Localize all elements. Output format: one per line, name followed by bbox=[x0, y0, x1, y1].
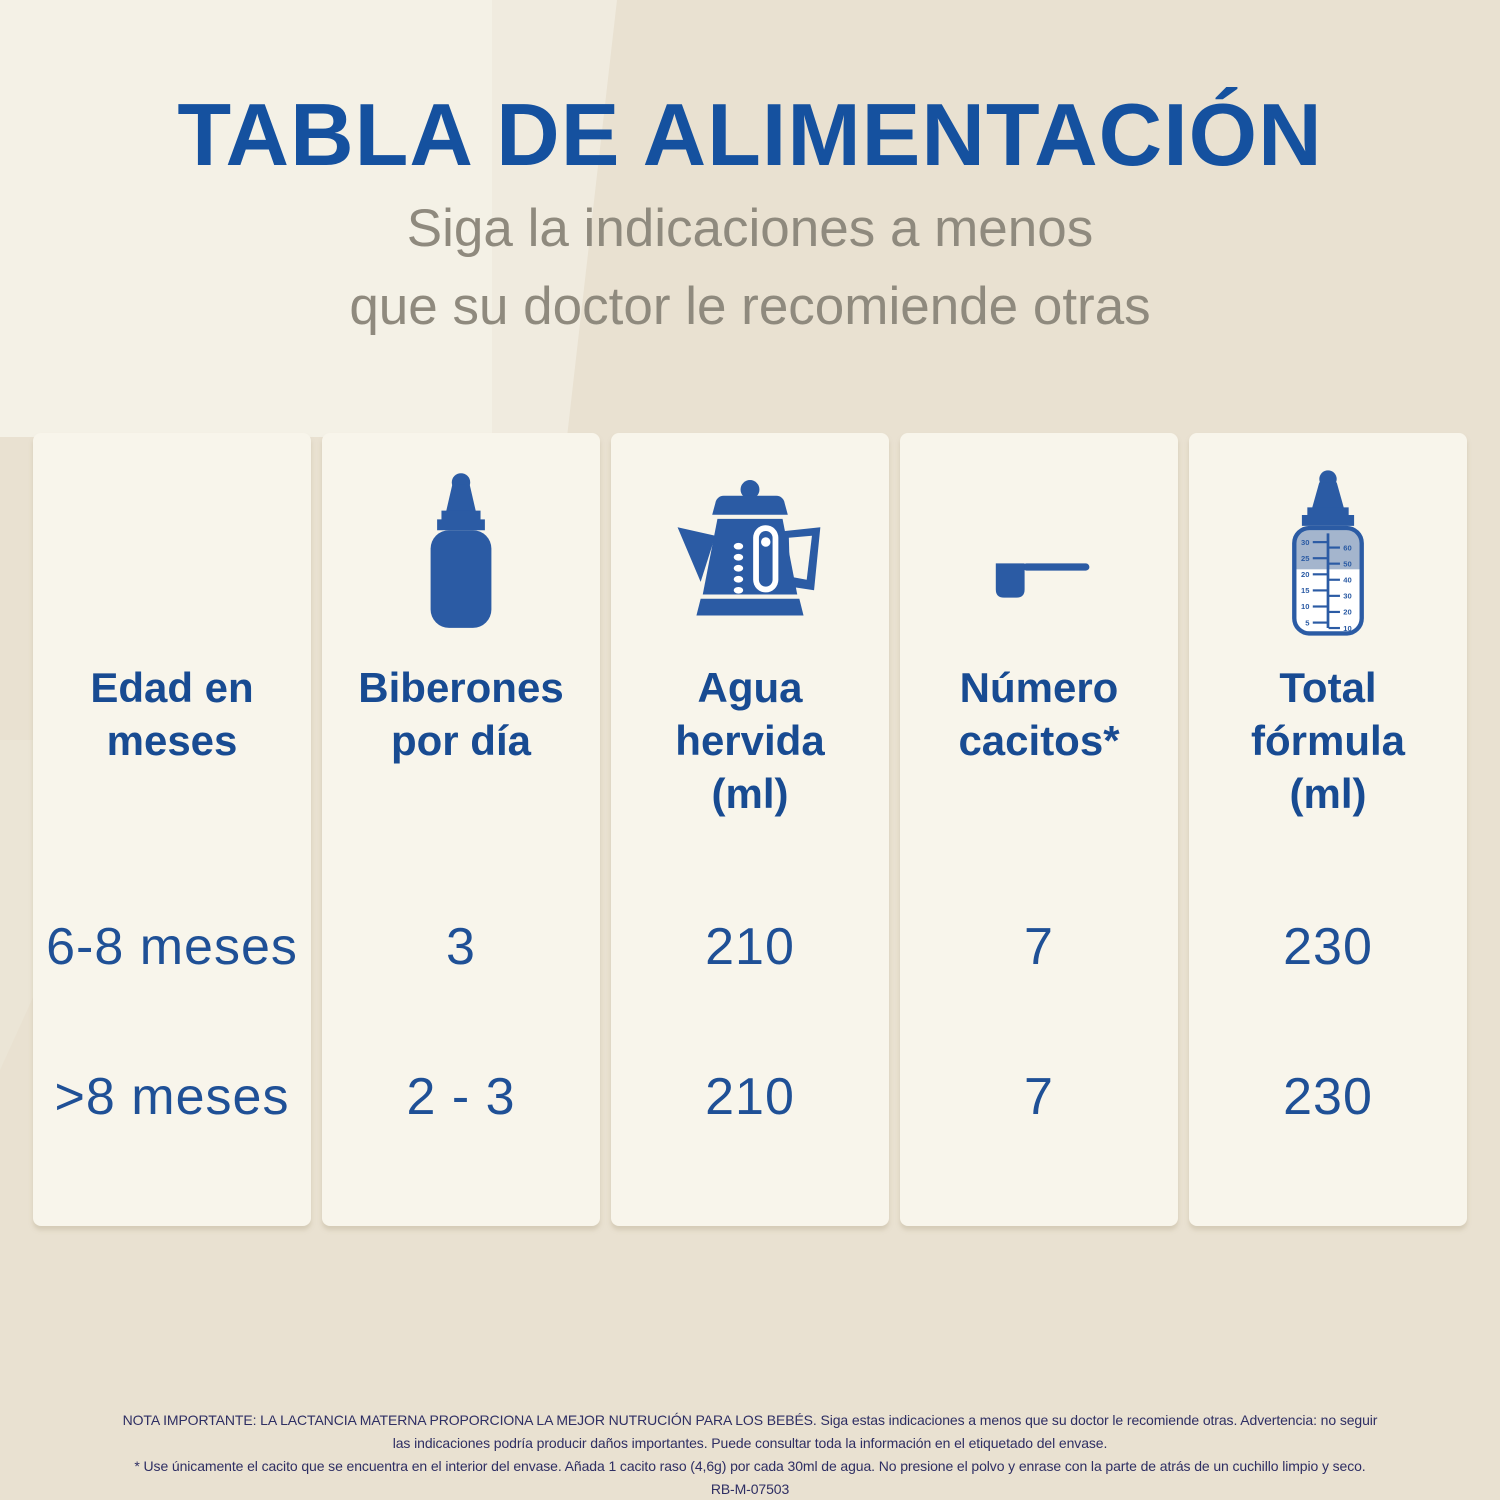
cell-biberones-row1: 3 bbox=[446, 918, 476, 976]
page-title: TABLA DE ALIMENTACIÓN bbox=[177, 85, 1323, 184]
svg-text:10: 10 bbox=[1301, 602, 1309, 611]
column-header-biberones: Biberones por día bbox=[322, 661, 600, 767]
header-line: Número bbox=[959, 664, 1119, 711]
footer-note-line-2: las indicaciones podría producir daños i… bbox=[392, 1435, 1108, 1451]
header-line: hervida bbox=[675, 717, 825, 764]
header-line: cacitos* bbox=[958, 717, 1120, 764]
column-numero-cacitos: Número cacitos* 7 7 bbox=[900, 433, 1178, 1226]
subtitle-line-2: que su doctor le recomiende otras bbox=[349, 277, 1151, 336]
footer-notes: NOTA IMPORTANTE: LA LACTANCIA MATERNA PR… bbox=[0, 1409, 1500, 1500]
bottle-scale-right: 60 50 40 30 20 10 bbox=[1328, 543, 1352, 632]
header-line: Agua bbox=[697, 664, 803, 711]
svg-text:40: 40 bbox=[1343, 575, 1351, 584]
header-line: meses bbox=[106, 717, 238, 764]
page-subtitle: Siga la indicaciones a menos que su doct… bbox=[0, 190, 1500, 346]
feeding-table: Edad en meses 6-8 meses >8 meses Biberon… bbox=[33, 433, 1467, 1226]
cell-total-row1: 230 bbox=[1283, 918, 1373, 976]
cell-edad-row2: >8 meses bbox=[54, 1068, 290, 1126]
footer-note-line-3: * Use únicamente el cacito que se encuen… bbox=[134, 1458, 1366, 1474]
cell-cacitos-row2: 7 bbox=[1024, 1068, 1054, 1126]
svg-text:25: 25 bbox=[1301, 553, 1310, 562]
svg-text:50: 50 bbox=[1343, 559, 1351, 568]
measuring-bottle-icon: 30 25 20 15 10 5 60 50 40 30 20 10 bbox=[1189, 455, 1467, 650]
svg-text:20: 20 bbox=[1301, 570, 1309, 579]
baby-bottle-icon bbox=[322, 455, 600, 650]
column-header-cacitos: Número cacitos* bbox=[900, 661, 1178, 767]
column-header-total: Total fórmula (ml) bbox=[1189, 661, 1467, 820]
background-panel-left bbox=[0, 0, 492, 437]
header-line: por día bbox=[390, 717, 531, 764]
header-line: fórmula bbox=[1250, 717, 1405, 764]
svg-text:10: 10 bbox=[1343, 623, 1351, 632]
cell-biberones-row2: 2 - 3 bbox=[406, 1068, 516, 1126]
footer-note-line-1: NOTA IMPORTANTE: LA LACTANCIA MATERNA PR… bbox=[122, 1412, 1378, 1428]
cell-cacitos-row1: 7 bbox=[1024, 918, 1054, 976]
column-edad-en-meses: Edad en meses 6-8 meses >8 meses bbox=[33, 433, 311, 1226]
cell-agua-row2: 210 bbox=[705, 1068, 795, 1126]
header-line: (ml) bbox=[711, 770, 789, 817]
column-header-agua: Agua hervida (ml) bbox=[611, 661, 889, 820]
svg-text:60: 60 bbox=[1343, 543, 1351, 552]
header-line: Total bbox=[1279, 664, 1377, 711]
column-total-formula: 30 25 20 15 10 5 60 50 40 30 20 10 Total fórmula (… bbox=[1189, 433, 1467, 1226]
header-line: Edad en bbox=[90, 664, 254, 711]
column-header-edad: Edad en meses bbox=[33, 661, 311, 767]
icon-slot-empty bbox=[33, 455, 311, 650]
bottle-scale-left: 30 25 20 15 10 5 bbox=[1301, 537, 1328, 627]
header-line: (ml) bbox=[1289, 770, 1367, 817]
footer-code: RB-M-07503 bbox=[710, 1481, 790, 1497]
cell-agua-row1: 210 bbox=[705, 918, 795, 976]
cell-total-row2: 230 bbox=[1283, 1068, 1373, 1126]
svg-text:30: 30 bbox=[1343, 591, 1351, 600]
scoop-icon bbox=[900, 455, 1178, 650]
header-line: Biberones bbox=[358, 664, 564, 711]
svg-text:20: 20 bbox=[1343, 607, 1351, 616]
subtitle-line-1: Siga la indicaciones a menos bbox=[406, 199, 1094, 258]
svg-text:15: 15 bbox=[1301, 586, 1310, 595]
svg-text:5: 5 bbox=[1305, 618, 1310, 627]
column-agua-hervida: Agua hervida (ml) 210 210 bbox=[611, 433, 889, 1226]
kettle-icon bbox=[611, 455, 889, 650]
column-biberones-por-dia: Biberones por día 3 2 - 3 bbox=[322, 433, 600, 1226]
svg-text:30: 30 bbox=[1301, 537, 1309, 546]
cell-edad-row1: 6-8 meses bbox=[46, 918, 298, 976]
